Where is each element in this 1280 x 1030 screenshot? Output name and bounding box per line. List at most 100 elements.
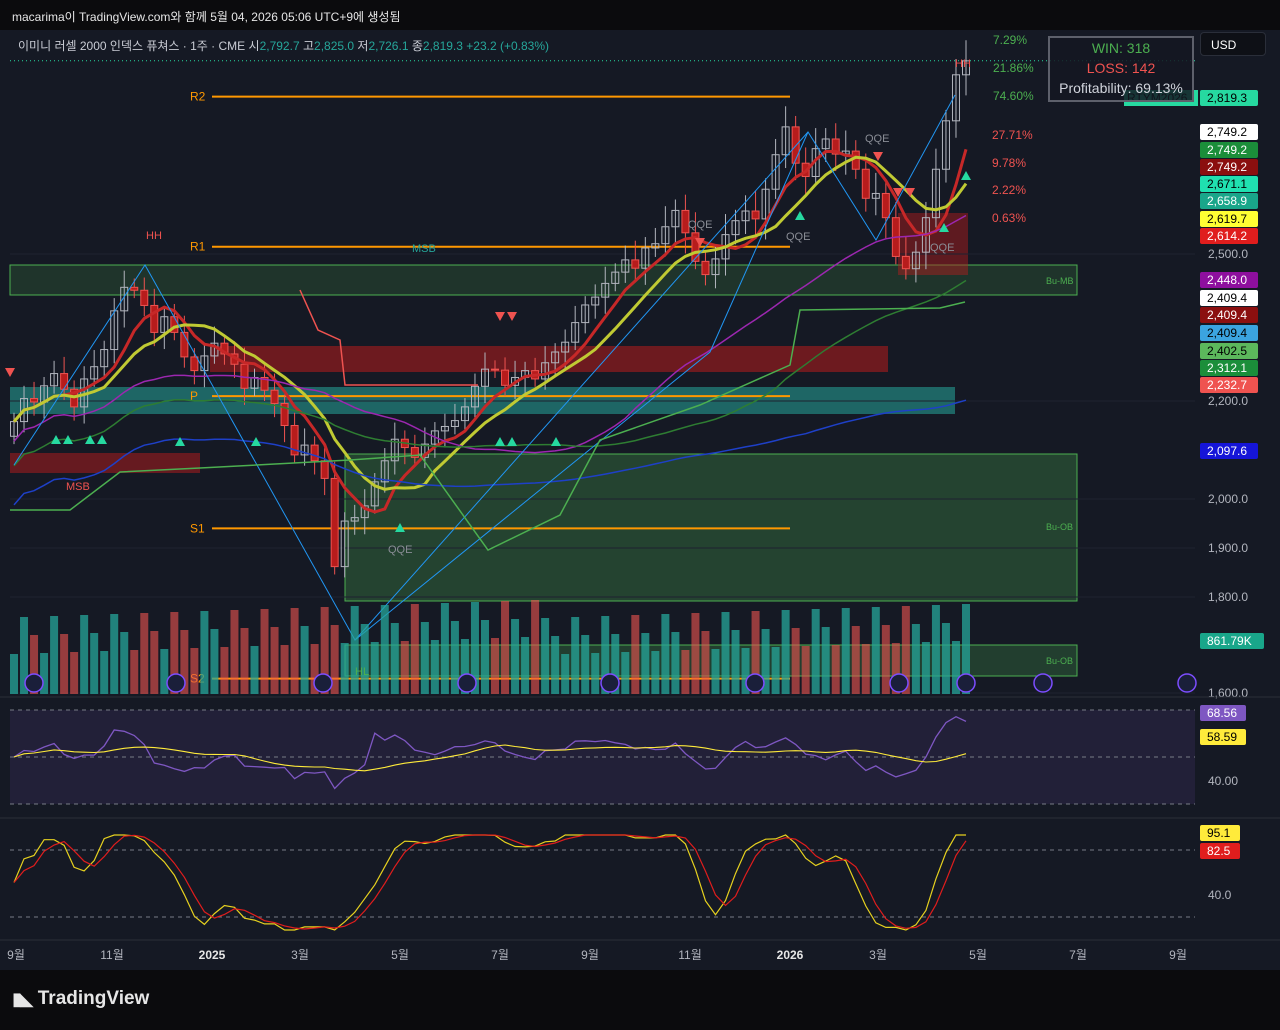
percent-labels: 7.29% 21.86% 74.60% 27.71% 9.78% 2.22% 0.63%	[992, 33, 1034, 225]
candle-body	[611, 271, 620, 284]
volume-bar	[290, 608, 299, 694]
currency-selector[interactable]: USD	[1200, 32, 1266, 56]
annotation-label: QQE	[930, 242, 954, 254]
annotation-label: Bu-OB	[1046, 522, 1073, 532]
ma-purple	[13, 214, 967, 454]
volume-bar	[931, 605, 940, 694]
buy-triangle-icon	[507, 437, 517, 446]
win-loss-box: WIN: 318 LOSS: 142 Profitability: 69.13%	[1048, 36, 1194, 102]
volume-bar	[410, 604, 419, 694]
volume-bar	[631, 615, 640, 694]
buy-triangle-icon	[939, 223, 949, 232]
candle-body	[591, 296, 600, 306]
candle-body	[791, 126, 800, 164]
pivot-label: R1	[190, 240, 206, 254]
candles-layer	[10, 40, 970, 578]
volume-bar	[330, 625, 339, 694]
price-tag-bg	[1200, 124, 1258, 140]
volume-bar	[962, 604, 970, 694]
volume-bar	[440, 603, 449, 694]
candle-body	[601, 282, 610, 298]
candle-body	[962, 60, 970, 76]
candle-body	[270, 389, 279, 404]
candle-body	[380, 460, 389, 483]
volume-bar	[40, 653, 49, 694]
sell-triangle-icon	[873, 152, 883, 161]
y-tick-label: 2,000.0	[1208, 492, 1248, 506]
ema-red	[12, 148, 968, 514]
candle-body	[501, 369, 510, 386]
percent-label: 21.86%	[993, 61, 1034, 75]
y-tick-label: 1,900.0	[1208, 541, 1248, 555]
volume-bar	[350, 606, 359, 694]
candle-body	[120, 286, 129, 312]
volume-bar	[791, 628, 800, 694]
volume-bar	[260, 609, 269, 694]
tradingview-logo: ▮◣ TradingView	[12, 988, 149, 1010]
event-circle-icon	[313, 673, 333, 693]
candle-body	[340, 520, 349, 568]
stoch-k-line	[13, 834, 966, 931]
x-tick-label: 9월	[581, 948, 599, 962]
symbol-name: 이미니 러셀 2000 인덱스 퓨쳐스 · 1주 · CME	[18, 39, 246, 53]
percent-label: 9.78%	[992, 156, 1026, 170]
candle-body	[370, 481, 379, 507]
volume-bar	[601, 616, 610, 694]
buy-triangle-icon	[175, 437, 185, 446]
price-tag: 2,671.1	[1207, 177, 1247, 191]
stoch-tick: 40.0	[1208, 888, 1232, 902]
x-tick-label: 5월	[969, 948, 987, 962]
sell-triangle-icon	[507, 312, 517, 321]
event-circle-icon	[24, 673, 44, 693]
price-tag-bg	[1200, 211, 1258, 227]
rsi-tag-bg	[1200, 705, 1246, 721]
volume-bar	[591, 653, 600, 694]
low-label: 저	[357, 39, 369, 53]
candle-body	[350, 517, 359, 522]
volume-bar	[711, 649, 720, 694]
price-tag-bg	[1200, 193, 1258, 209]
price-tag: 2,749.2	[1207, 143, 1247, 157]
x-tick-label: 9월	[7, 948, 25, 962]
price-tag: 2,409.4	[1207, 326, 1247, 340]
volume-bar	[270, 627, 279, 694]
candle-body	[360, 505, 369, 519]
high-value: 2,825.0	[314, 39, 355, 53]
candle-body	[180, 331, 189, 358]
volume-bar	[501, 601, 510, 694]
rsi-line	[13, 715, 967, 790]
candle-body	[450, 420, 459, 427]
supply-zone-left	[10, 453, 200, 473]
volume-bar	[380, 605, 389, 694]
volume-bar	[420, 622, 429, 694]
stoch-tag: 95.1	[1207, 826, 1231, 840]
main-chart[interactable]: R2R1PS1S2 MSBMSBQQEQQEQQEQQEQQEBu-MBBu-O…	[0, 0, 1280, 970]
stoch-tag: 82.5	[1207, 844, 1231, 858]
volume-bar	[90, 633, 99, 694]
price-tag-bg	[1200, 360, 1258, 376]
volume-bar	[881, 625, 890, 694]
event-circle-icon	[889, 673, 909, 693]
price-tag-bg	[1200, 343, 1258, 359]
profitability: Profitability: 69.13%	[1059, 80, 1183, 96]
volume-bar	[210, 629, 219, 694]
annotation-label: QQE	[865, 133, 889, 145]
price-tag: 2,448.0	[1207, 273, 1247, 287]
event-circle-icon	[600, 673, 620, 693]
event-circle-icon	[745, 673, 765, 693]
sell-triangle-icon	[905, 188, 915, 197]
annotation-label: QQE	[388, 544, 412, 556]
price-tag-bg	[1200, 228, 1258, 244]
volume-bar	[80, 615, 89, 694]
lines-layer	[10, 94, 968, 641]
win-count: WIN: 318	[1091, 40, 1151, 56]
event-circle-icon	[956, 673, 976, 693]
ema-yellow	[12, 155, 968, 491]
volume-bar	[110, 614, 119, 694]
volume-bar	[230, 610, 239, 694]
price-tag-bg	[1200, 159, 1258, 175]
pivot-label: S1	[190, 521, 205, 535]
volume-bar	[10, 654, 18, 694]
volume-bar	[60, 634, 69, 694]
volume-bar	[681, 650, 690, 694]
